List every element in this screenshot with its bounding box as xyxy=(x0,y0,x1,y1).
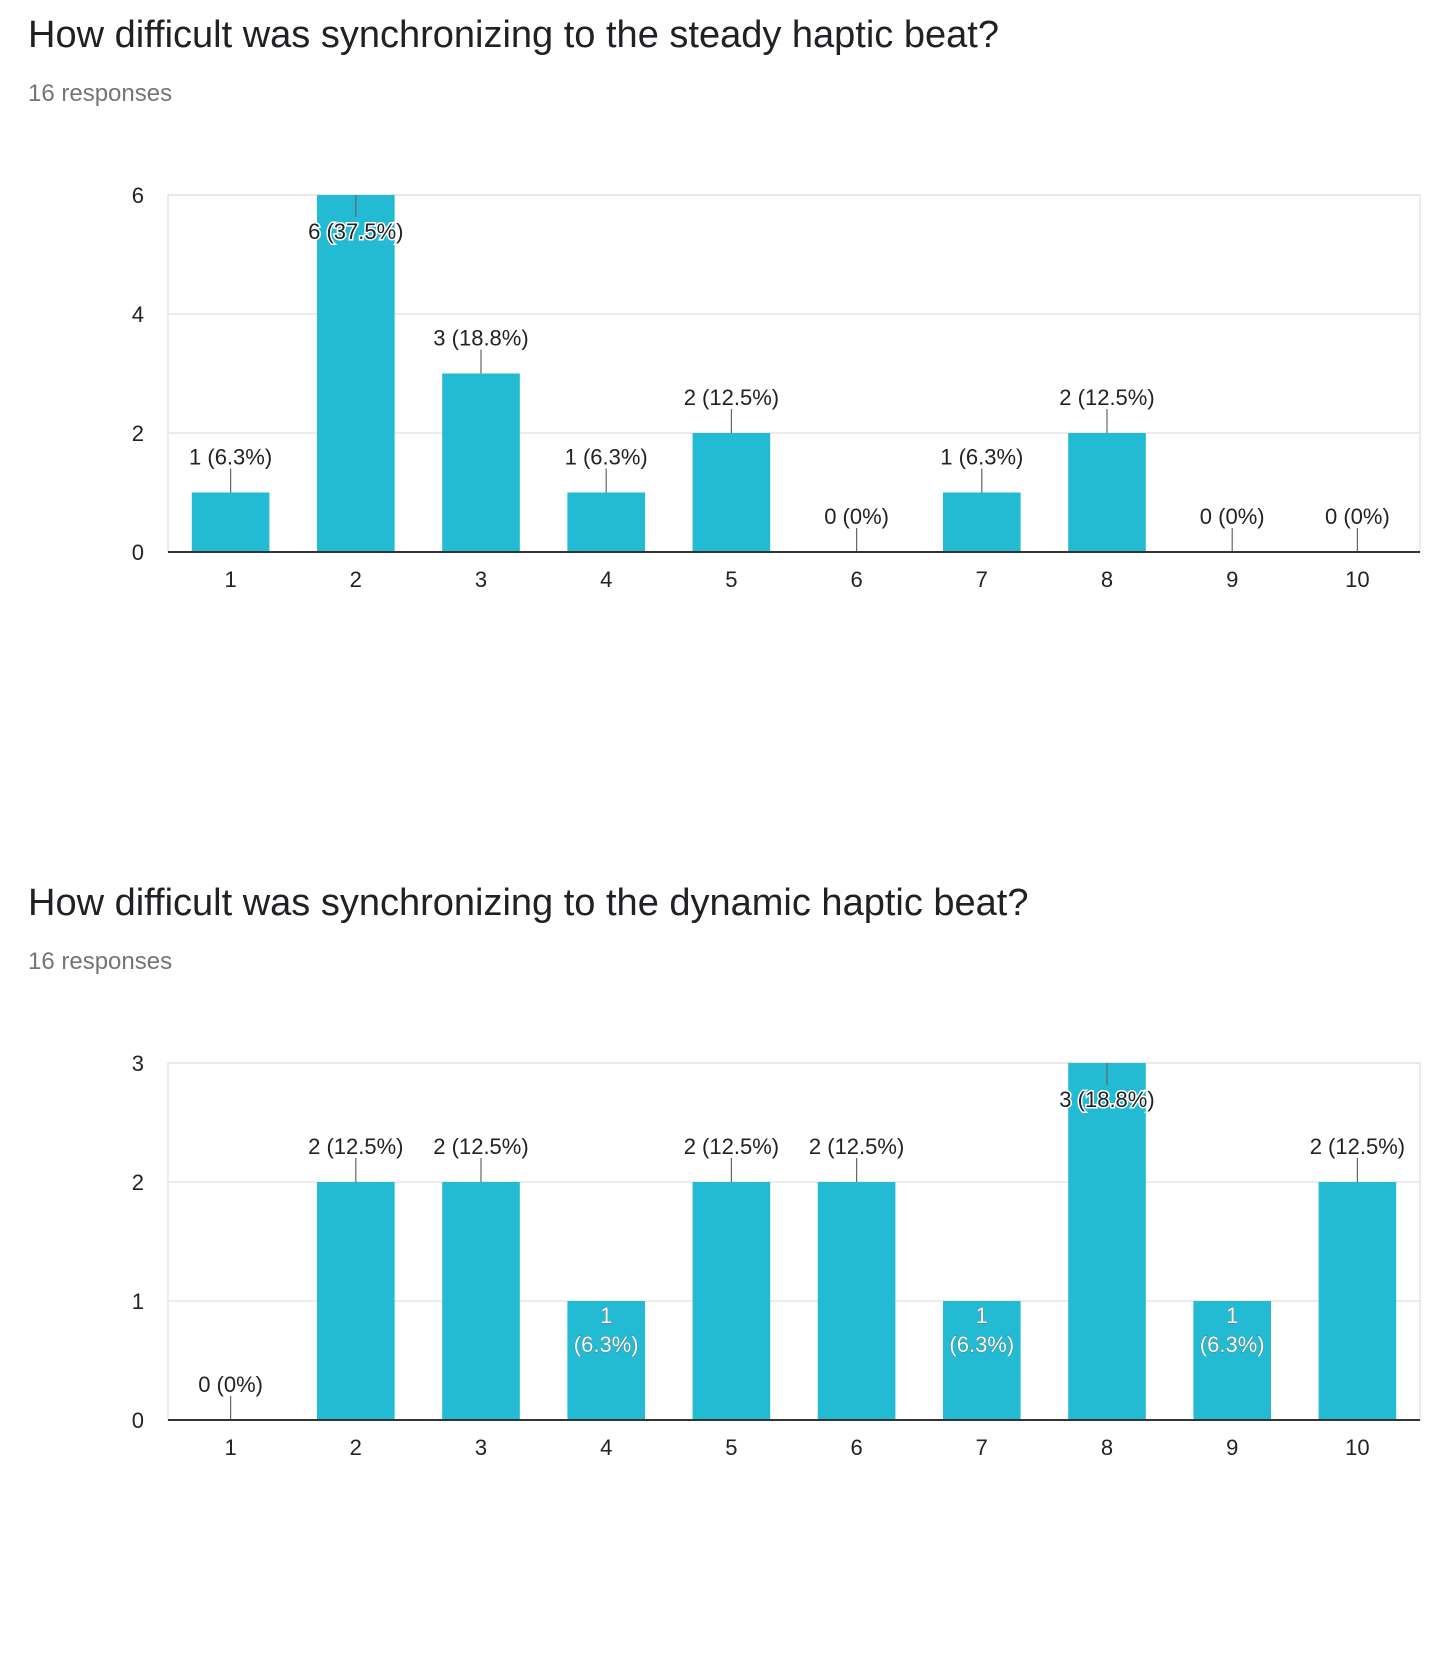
x-tick-label: 5 xyxy=(725,567,737,592)
x-tick-label: 8 xyxy=(1101,567,1113,592)
data-label: 2 (12.5%) xyxy=(433,1134,528,1159)
chart-section-dynamic: How difficult was synchronizing to the d… xyxy=(0,868,1452,1528)
data-label: 0 (0%) xyxy=(198,1372,263,1397)
bar xyxy=(1193,1301,1272,1420)
data-label: 2 (12.5%) xyxy=(1059,385,1154,410)
data-label: 1 (6.3%) xyxy=(940,445,1023,470)
bar xyxy=(942,492,1021,552)
bar xyxy=(817,1182,896,1420)
bar xyxy=(442,1182,520,1420)
data-label: 2 (12.5%) xyxy=(1310,1134,1405,1159)
data-label: 2 (12.5%) xyxy=(684,385,779,410)
x-tick-label: 7 xyxy=(976,567,988,592)
y-tick-label: 2 xyxy=(132,421,144,446)
data-label: 1 (6.3%) xyxy=(574,1303,639,1357)
bar xyxy=(316,195,395,552)
data-label: 2 (12.5%) xyxy=(809,1134,904,1159)
x-tick-label: 6 xyxy=(850,1435,862,1460)
data-label: 0 (0%) xyxy=(1325,504,1390,529)
bar-chart-dynamic: 0 1 2 3 1 0 (0%) 2 2 (12.5%) 3 2 (12.5%) 4 1 (6.3%) 5… xyxy=(132,1051,1421,1460)
bar xyxy=(442,373,520,552)
data-label: 1 (6.3%) xyxy=(949,1303,1014,1357)
x-tick-label: 1 xyxy=(224,567,236,592)
y-tick-label: 4 xyxy=(132,302,144,327)
x-tick-label: 10 xyxy=(1345,567,1369,592)
data-label: 0 (0%) xyxy=(1200,504,1265,529)
x-tick-label: 4 xyxy=(600,567,612,592)
data-label: 0 (0%) xyxy=(824,504,889,529)
response-count: 16 responses xyxy=(28,80,173,107)
response-count: 16 responses xyxy=(28,948,173,975)
x-tick-label: 5 xyxy=(725,1435,737,1460)
chart-title: How difficult was synchronizing to the s… xyxy=(28,14,999,56)
data-label: 1 (6.3%) xyxy=(1200,1303,1265,1357)
x-tick-label: 4 xyxy=(600,1435,612,1460)
y-tick-label: 1 xyxy=(132,1289,144,1314)
bar xyxy=(692,1182,771,1420)
data-label: 2 (12.5%) xyxy=(684,1134,779,1159)
data-label: 1 (6.3%) xyxy=(565,445,648,470)
data-label: 2 (12.5%) xyxy=(308,1134,403,1159)
x-tick-label: 3 xyxy=(475,1435,487,1460)
bar xyxy=(191,492,270,552)
bar-chart-steady: 0 2 4 6 1 1 (6.3%) 2 6 (37.5%) 3 3 (18.8%) 4 1 (6.3… xyxy=(132,183,1421,592)
x-tick-label: 1 xyxy=(224,1435,236,1460)
y-tick-label: 6 xyxy=(132,183,144,208)
x-tick-label: 8 xyxy=(1101,1435,1113,1460)
bar xyxy=(692,433,771,552)
x-tick-label: 7 xyxy=(976,1435,988,1460)
bar xyxy=(316,1182,395,1420)
x-tick-label: 6 xyxy=(850,567,862,592)
y-tick-label: 0 xyxy=(132,540,144,565)
bar xyxy=(1318,1182,1397,1420)
x-tick-label: 2 xyxy=(350,567,362,592)
chart-title: How difficult was synchronizing to the d… xyxy=(28,882,1029,924)
bar xyxy=(567,1301,646,1420)
bar xyxy=(567,492,646,552)
data-label: 3 (18.8%) xyxy=(1059,1087,1154,1112)
x-tick-label: 3 xyxy=(475,567,487,592)
y-tick-label: 3 xyxy=(132,1051,144,1076)
x-tick-label: 9 xyxy=(1226,1435,1238,1460)
x-tick-label: 9 xyxy=(1226,567,1238,592)
data-label: 1 (6.3%) xyxy=(189,445,272,470)
bar xyxy=(1068,433,1146,552)
x-tick-label: 2 xyxy=(350,1435,362,1460)
y-tick-label: 2 xyxy=(132,1170,144,1195)
chart-section-steady: How difficult was synchronizing to the s… xyxy=(0,0,1452,760)
x-tick-label: 10 xyxy=(1345,1435,1369,1460)
y-tick-label: 0 xyxy=(132,1408,144,1433)
data-label: 6 (37.5%) xyxy=(308,219,403,244)
bar xyxy=(942,1301,1021,1420)
bar xyxy=(1068,1063,1146,1420)
data-label: 3 (18.8%) xyxy=(433,326,528,351)
